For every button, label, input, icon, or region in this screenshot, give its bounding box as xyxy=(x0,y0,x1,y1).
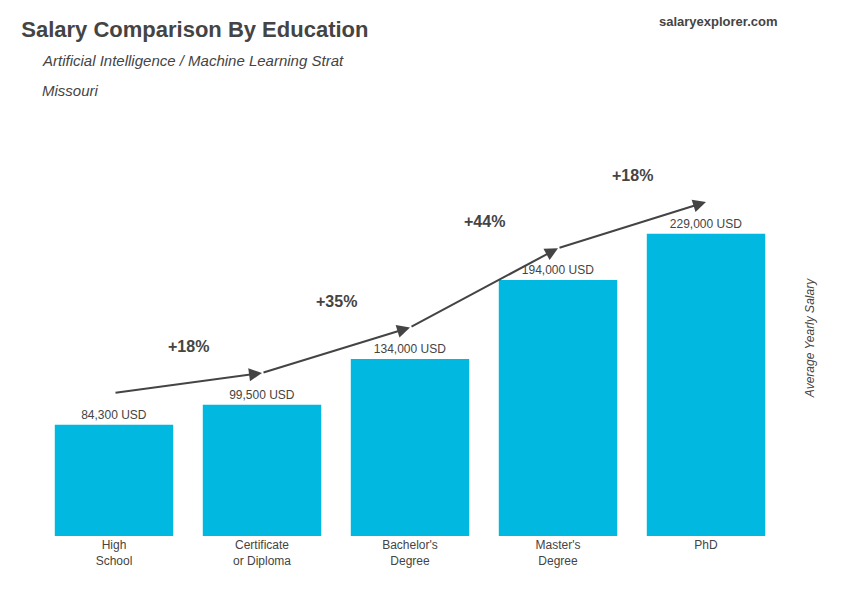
svg-text:PhD: PhD xyxy=(694,538,718,552)
svg-text:salaryexplorer.com: salaryexplorer.com xyxy=(659,14,778,29)
svg-text:HighSchool: HighSchool xyxy=(96,538,133,568)
svg-text:194,000 USD: 194,000 USD xyxy=(522,263,594,277)
svg-text:134,000 USD: 134,000 USD xyxy=(374,342,446,356)
svg-text:Master'sDegree: Master'sDegree xyxy=(536,538,581,568)
svg-text:+18%: +18% xyxy=(168,338,209,355)
svg-text:229,000 USD: 229,000 USD xyxy=(670,217,742,231)
svg-text:Bachelor'sDegree: Bachelor'sDegree xyxy=(382,538,438,568)
svg-text:+35%: +35% xyxy=(316,293,357,310)
svg-text:+44%: +44% xyxy=(464,213,505,230)
svg-text:Certificateor Diploma: Certificateor Diploma xyxy=(233,538,291,568)
svg-text:Artificial Intelligence / Mach: Artificial Intelligence / Machine Learni… xyxy=(42,52,344,69)
svg-text:84,300 USD: 84,300 USD xyxy=(81,408,147,422)
svg-text:99,500 USD: 99,500 USD xyxy=(229,388,295,402)
svg-text:Salary Comparison By Education: Salary Comparison By Education xyxy=(21,17,368,42)
svg-text:Average Yearly Salary: Average Yearly Salary xyxy=(803,278,817,398)
svg-text:+18%: +18% xyxy=(612,167,653,184)
svg-text:Missouri: Missouri xyxy=(42,82,99,99)
